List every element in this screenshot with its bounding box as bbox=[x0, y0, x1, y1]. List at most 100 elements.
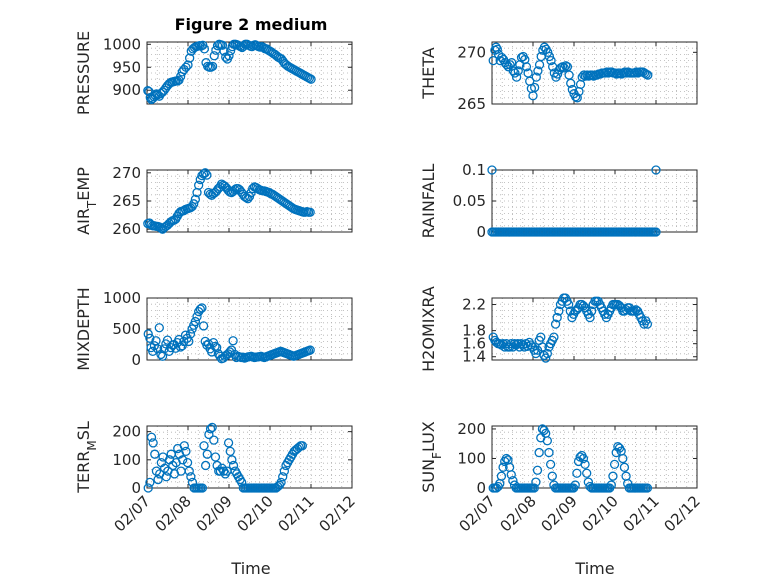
data-point bbox=[225, 347, 235, 357]
data-point bbox=[564, 299, 574, 310]
data-point bbox=[533, 66, 543, 76]
y-tick-label: 2.2 bbox=[462, 296, 486, 314]
data-point bbox=[578, 453, 589, 464]
data-point bbox=[210, 452, 221, 462]
data-point bbox=[585, 312, 595, 323]
data-point bbox=[190, 316, 201, 327]
data-point bbox=[148, 438, 158, 448]
data-point bbox=[495, 339, 505, 349]
data-point bbox=[148, 346, 158, 356]
data-point bbox=[276, 477, 286, 488]
data-point bbox=[205, 424, 216, 434]
data-point bbox=[643, 70, 653, 80]
data-point bbox=[532, 465, 543, 475]
y-tick-label: 1000 bbox=[103, 289, 141, 307]
subplot-mixdepth: 0 500 1000 MIXDEPTH bbox=[74, 287, 353, 371]
data-point bbox=[534, 447, 544, 458]
data-point bbox=[181, 446, 191, 457]
data-point bbox=[542, 436, 552, 446]
data-point bbox=[572, 93, 582, 103]
data-point bbox=[212, 342, 222, 353]
y-tick-label: 0.1 bbox=[462, 161, 486, 179]
data-point bbox=[549, 332, 559, 342]
data-point bbox=[582, 468, 592, 478]
y-tick-label: 0.05 bbox=[453, 192, 486, 210]
data-point bbox=[177, 341, 187, 351]
data-point bbox=[506, 470, 516, 480]
data-point bbox=[227, 455, 237, 465]
data-point bbox=[197, 483, 208, 493]
data-point bbox=[202, 449, 212, 459]
data-point bbox=[543, 47, 553, 57]
data-point bbox=[209, 435, 219, 445]
data-point bbox=[502, 60, 512, 70]
data-point bbox=[501, 453, 512, 464]
data-point bbox=[306, 74, 316, 84]
data-point bbox=[185, 329, 196, 339]
data-point bbox=[537, 342, 548, 352]
data-point bbox=[561, 61, 571, 71]
subplot-rainfall: 0 0.05 0.1 RAINFALL bbox=[419, 161, 698, 241]
y-tick-label: 1.4 bbox=[462, 348, 486, 366]
y-axis-label: RAINFALL bbox=[419, 164, 438, 239]
y-tick-label: 200 bbox=[457, 420, 486, 438]
data-point bbox=[641, 69, 651, 79]
data-point bbox=[210, 341, 220, 352]
y-axis-label: MIXDEPTH bbox=[74, 287, 93, 370]
data-point bbox=[508, 475, 518, 486]
y-tick-label: 0 bbox=[476, 223, 486, 241]
y-tick-label: 0 bbox=[476, 479, 486, 497]
data-point bbox=[532, 345, 543, 355]
plot-area bbox=[492, 170, 697, 232]
data-point bbox=[629, 306, 639, 316]
data-point bbox=[490, 335, 500, 346]
data-point bbox=[162, 335, 173, 345]
data-point bbox=[279, 466, 290, 476]
data-point bbox=[487, 165, 497, 175]
data-point bbox=[228, 460, 239, 471]
data-point bbox=[194, 180, 204, 190]
data-point bbox=[529, 82, 540, 93]
data-point bbox=[192, 311, 202, 322]
data-point bbox=[531, 72, 541, 82]
data-point bbox=[202, 170, 212, 180]
subplot-h2omixra: 1.41.61.8 2.2 H2OMIXRA bbox=[419, 286, 698, 372]
y-axis-label: AIRTEMP bbox=[74, 167, 99, 235]
data-point bbox=[511, 72, 522, 82]
data-point bbox=[618, 453, 628, 464]
data-point bbox=[566, 78, 576, 88]
data-point bbox=[189, 199, 199, 209]
data-point bbox=[209, 51, 219, 61]
data-point bbox=[531, 477, 541, 487]
data-point bbox=[184, 53, 195, 63]
subplot-air: 260 265 270 AIRTEMP bbox=[74, 164, 353, 238]
subplot-pressure: 900 950 1000 PRESSURE bbox=[74, 31, 353, 115]
data-point bbox=[278, 472, 288, 482]
data-point bbox=[183, 60, 193, 70]
data-point bbox=[186, 472, 196, 482]
data-point bbox=[545, 459, 556, 470]
data-point bbox=[492, 44, 502, 54]
y-tick-label: 1.8 bbox=[462, 322, 486, 340]
data-point bbox=[161, 472, 171, 482]
y-tick-label: 1000 bbox=[103, 35, 141, 53]
y-tick-label: 200 bbox=[112, 423, 141, 441]
data-point bbox=[586, 306, 597, 316]
data-point bbox=[145, 477, 155, 488]
data-point bbox=[143, 483, 153, 493]
data-point bbox=[521, 62, 532, 72]
data-point bbox=[146, 432, 157, 442]
data-point bbox=[182, 457, 193, 468]
data-point bbox=[150, 449, 160, 459]
data-point bbox=[546, 55, 556, 66]
data-point bbox=[552, 312, 562, 323]
data-point bbox=[156, 88, 166, 99]
data-point bbox=[200, 168, 210, 178]
y-axis-label: H2OMIXRA bbox=[419, 286, 438, 372]
x-axis-label-right: Time bbox=[574, 559, 614, 578]
data-point bbox=[570, 306, 580, 316]
data-point bbox=[541, 353, 551, 363]
data-point bbox=[608, 471, 618, 481]
data-point bbox=[198, 321, 209, 331]
y-tick-label: 100 bbox=[112, 451, 141, 469]
